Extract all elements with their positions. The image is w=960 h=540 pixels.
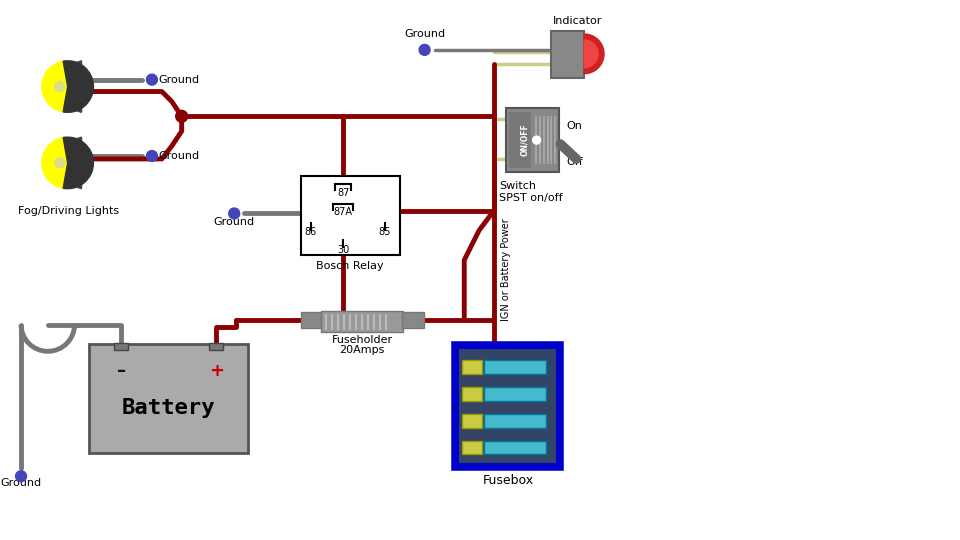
Text: 87: 87 xyxy=(337,187,349,198)
Text: Fog/Driving Lights: Fog/Driving Lights xyxy=(18,206,119,215)
Circle shape xyxy=(420,44,430,55)
FancyBboxPatch shape xyxy=(463,360,482,374)
Wedge shape xyxy=(63,137,93,188)
Wedge shape xyxy=(585,40,598,68)
Text: Indicator: Indicator xyxy=(553,16,602,26)
Text: 30: 30 xyxy=(337,245,349,255)
Wedge shape xyxy=(585,34,604,73)
Text: SPST on/off: SPST on/off xyxy=(499,193,563,202)
Text: –: – xyxy=(116,362,126,380)
Text: Battery: Battery xyxy=(122,398,216,418)
FancyBboxPatch shape xyxy=(484,360,545,374)
FancyBboxPatch shape xyxy=(463,387,482,401)
Text: Switch: Switch xyxy=(499,181,536,191)
FancyBboxPatch shape xyxy=(322,310,403,333)
Circle shape xyxy=(147,74,157,85)
Polygon shape xyxy=(63,137,82,188)
Text: IGN or Battery Power: IGN or Battery Power xyxy=(501,219,511,321)
FancyBboxPatch shape xyxy=(484,441,545,455)
FancyBboxPatch shape xyxy=(509,112,531,168)
Wedge shape xyxy=(63,61,93,112)
FancyBboxPatch shape xyxy=(484,414,545,428)
FancyBboxPatch shape xyxy=(506,109,560,172)
Polygon shape xyxy=(63,61,82,112)
Text: Fusebox: Fusebox xyxy=(482,474,534,487)
FancyBboxPatch shape xyxy=(484,387,545,401)
Circle shape xyxy=(176,110,187,122)
Text: 87A: 87A xyxy=(334,207,352,218)
Circle shape xyxy=(147,151,157,161)
Text: Ground: Ground xyxy=(158,151,200,161)
Text: 86: 86 xyxy=(304,227,317,237)
FancyBboxPatch shape xyxy=(459,349,557,463)
Text: Fuseholder: Fuseholder xyxy=(331,335,393,346)
FancyBboxPatch shape xyxy=(463,441,482,455)
Text: On: On xyxy=(566,121,583,131)
Text: Bosch Relay: Bosch Relay xyxy=(317,261,384,271)
Circle shape xyxy=(55,82,64,91)
Wedge shape xyxy=(42,138,67,188)
Circle shape xyxy=(228,208,240,219)
FancyBboxPatch shape xyxy=(114,343,128,350)
Text: 20Amps: 20Amps xyxy=(340,345,385,355)
Circle shape xyxy=(533,136,540,144)
Wedge shape xyxy=(42,61,67,112)
Text: ON/OFF: ON/OFF xyxy=(520,124,529,157)
Circle shape xyxy=(15,471,27,482)
FancyBboxPatch shape xyxy=(550,31,585,78)
FancyBboxPatch shape xyxy=(209,343,224,350)
Text: +: + xyxy=(209,362,224,380)
FancyBboxPatch shape xyxy=(454,345,562,468)
Circle shape xyxy=(55,158,64,168)
FancyBboxPatch shape xyxy=(402,312,423,327)
Text: Ground: Ground xyxy=(404,29,445,39)
Text: 85: 85 xyxy=(379,227,391,237)
FancyBboxPatch shape xyxy=(89,345,248,454)
FancyBboxPatch shape xyxy=(300,176,399,255)
Text: Ground: Ground xyxy=(214,218,254,227)
FancyBboxPatch shape xyxy=(463,414,482,428)
FancyBboxPatch shape xyxy=(300,312,323,327)
Text: Ground: Ground xyxy=(0,478,41,488)
Text: Off: Off xyxy=(566,157,583,167)
Text: Ground: Ground xyxy=(158,75,200,85)
